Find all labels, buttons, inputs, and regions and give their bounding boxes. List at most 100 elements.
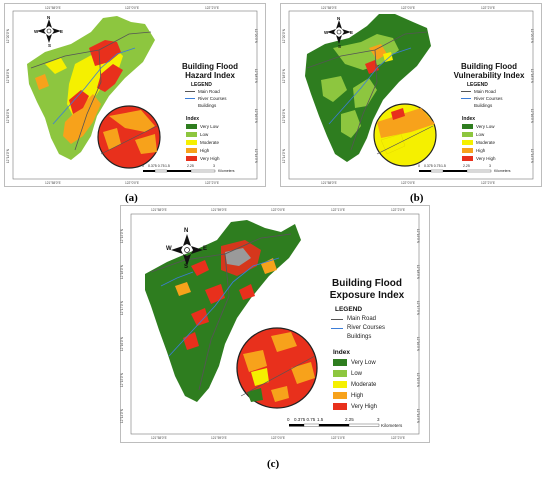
coord-right: 12°18'0"N	[416, 264, 421, 280]
coord-right: 12°17'0"N	[416, 300, 421, 316]
legend-heading: LEGEND	[335, 306, 363, 313]
coord-bottom: 122°0'0"E	[271, 436, 286, 440]
compass-w: W	[166, 246, 172, 252]
legend-item-road: Main Road	[461, 89, 496, 94]
coord-right: 12°14'0"N	[416, 408, 421, 424]
legend-class-low: Low	[186, 132, 208, 137]
scale-tick-4: 3	[489, 164, 491, 168]
legend-class-low: Low	[333, 370, 362, 377]
compass-s: S	[338, 44, 342, 49]
scale-tick-2: 1.5	[317, 417, 324, 422]
coord-top: 121°58'0"E	[151, 208, 167, 212]
coord-bottom: 122°2'0"E	[391, 436, 406, 440]
scale-bar	[143, 169, 216, 173]
coord-right: 12°19'0"N	[416, 228, 421, 244]
map-a-canvas	[12, 10, 258, 180]
coord-right: 12°20'0"N	[530, 28, 535, 44]
coord-left: 12°19'0"N	[120, 228, 125, 244]
scale-bar	[419, 169, 492, 173]
coord-top: 122°2'0"E	[205, 6, 220, 10]
compass-n: N	[337, 16, 341, 21]
coord-right: 12°15'0"N	[416, 372, 421, 388]
coord-bottom: 121°58'0"E	[45, 181, 61, 185]
scale-unit: Kilometers	[381, 423, 403, 428]
legend-item-river: River Courses	[185, 96, 227, 101]
coord-bottom: 121°58'0"E	[321, 181, 337, 185]
coord-top: 122°2'0"E	[391, 208, 406, 212]
scale-tick-1: 0.375 0.75	[424, 164, 441, 168]
compass-n: N	[47, 15, 51, 20]
coord-left: 12°18'0"N	[120, 264, 125, 280]
coord-right: 12°18'0"N	[254, 68, 259, 84]
coord-left: 12°14'0"N	[6, 148, 11, 164]
coord-top: 122°2'0"E	[481, 6, 496, 10]
coord-top: 122°0'0"E	[401, 6, 416, 10]
coord-top: 122°0'0"E	[125, 6, 140, 10]
index-heading: Index	[462, 116, 476, 122]
compass-n: N	[184, 228, 189, 234]
map-b-canvas	[288, 10, 534, 180]
title-line-2: Hazard Index	[185, 71, 235, 81]
coord-right: 12°18'0"N	[530, 68, 535, 84]
coord-left: 12°18'0"N	[282, 68, 287, 84]
scale-tick-2: 1.5	[441, 164, 446, 168]
coord-bottom: 122°1'0"E	[331, 436, 346, 440]
legend-heading: LEGEND	[191, 82, 212, 88]
coord-left: 12°15'0"N	[120, 372, 125, 388]
map-c-canvas	[130, 213, 420, 435]
legend-item-road: Main Road	[185, 89, 220, 94]
coord-right: 12°20'0"N	[254, 28, 259, 44]
scale-unit: Kilometers	[218, 169, 235, 173]
legend-item-river: River Courses	[331, 325, 385, 331]
coord-right: 12°14'0"N	[530, 148, 535, 164]
legend-item-buildings: Buildings	[185, 103, 216, 108]
coord-bottom: 122°0'0"E	[401, 181, 416, 185]
scale-tick-0: 0	[287, 417, 290, 422]
map-title: Building Flood Vulnerability Index	[439, 62, 539, 80]
compass-s: S	[184, 264, 189, 270]
coord-left: 12°16'0"N	[6, 108, 11, 124]
scale-tick-4: 3	[377, 417, 380, 422]
coord-top: 121°58'0"E	[45, 6, 61, 10]
north-arrow-icon	[327, 20, 351, 44]
inset-zoom-circle	[373, 103, 437, 167]
coord-left: 12°14'0"N	[120, 408, 125, 424]
scale-bar	[289, 423, 380, 427]
title-line-1: Building Flood	[332, 278, 402, 289]
title-line-2: Exposure Index	[329, 289, 405, 301]
legend-item-buildings: Buildings	[331, 334, 371, 340]
compass-w: W	[34, 29, 39, 34]
compass-e: E	[60, 29, 64, 34]
scale-tick-0: 0	[142, 164, 144, 168]
coord-left: 12°20'0"N	[6, 28, 11, 44]
coord-bottom: 122°2'0"E	[481, 181, 496, 185]
coord-bottom: 122°0'0"E	[125, 181, 140, 185]
legend-class-high: High	[333, 392, 363, 399]
legend-class-moderate: Moderate	[462, 140, 495, 145]
coord-right: 12°14'0"N	[254, 148, 259, 164]
scale-tick-0: 0	[418, 164, 420, 168]
coord-left: 12°16'0"N	[120, 336, 125, 352]
legend-class-very-high: Very High	[186, 156, 220, 161]
scale-tick-3: 2.25	[463, 164, 470, 168]
index-heading: Index	[186, 116, 200, 122]
panel-label-b: (b)	[410, 192, 424, 204]
legend-class-high: High	[462, 148, 485, 153]
scale-tick-2: 1.5	[165, 164, 170, 168]
legend-class-moderate: Moderate	[186, 140, 219, 145]
legend-item-road: Main Road	[331, 316, 376, 322]
coord-left: 12°18'0"N	[6, 68, 11, 84]
coord-bottom: 121°59'0"E	[211, 436, 227, 440]
map-panel-b: N S W E Building Flood Vulnerability Ind…	[280, 3, 542, 187]
legend-class-low: Low	[462, 132, 484, 137]
map-title: Building Flood Exposure Index	[307, 278, 427, 301]
compass-e: E	[350, 30, 354, 35]
coord-left: 12°16'0"N	[282, 108, 287, 124]
inset-zoom-circle	[236, 327, 318, 409]
map-panel-c: N S W E Building Flood Exposure Index LE…	[120, 205, 430, 443]
legend-class-very-high: Very High	[333, 403, 377, 410]
scale-tick-1: 0.375 0.75	[294, 417, 316, 422]
scale-unit: Kilometers	[494, 169, 511, 173]
coord-left: 12°20'0"N	[282, 28, 287, 44]
coord-top: 122°0'0"E	[271, 208, 286, 212]
